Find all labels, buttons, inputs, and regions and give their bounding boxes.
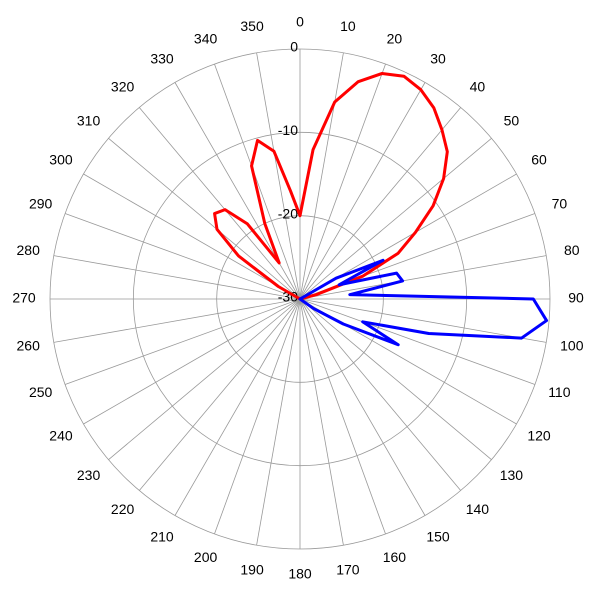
angle-tick-label: 200 (194, 549, 218, 565)
angle-tick-label: 90 (568, 290, 584, 306)
angle-tick-label: 110 (548, 384, 571, 400)
angle-tick-label: 290 (29, 195, 53, 211)
angle-tick-label: 120 (527, 428, 551, 444)
grid-spoke (83, 173, 301, 300)
angle-tick-label: 30 (430, 51, 446, 67)
angle-tick-label: 160 (383, 549, 407, 565)
angle-tick-label: 190 (240, 562, 264, 578)
radial-tick-label: -20 (278, 205, 298, 221)
angle-tick-label: 230 (77, 467, 101, 483)
angle-tick-label: 60 (531, 152, 547, 168)
angle-tick-label: 140 (466, 501, 490, 517)
grid-spoke (299, 298, 344, 546)
grid-spoke (214, 298, 301, 535)
angle-tick-label: 70 (552, 195, 568, 211)
grid-spoke (64, 213, 301, 300)
grid-spoke (138, 107, 301, 300)
grid-spoke (299, 137, 492, 300)
angle-tick-label: 300 (49, 152, 73, 168)
radial-tick-label: 0 (290, 39, 298, 55)
grid-spoke (64, 298, 301, 385)
grid-spoke (299, 298, 462, 491)
angle-tick-label: 250 (29, 384, 53, 400)
grid-spoke (53, 298, 301, 343)
angle-tick-label: 260 (17, 338, 41, 354)
radial-tick-label: -30 (278, 289, 298, 305)
grid-spoke (214, 63, 301, 300)
angle-tick-label: 240 (49, 428, 73, 444)
angle-tick-label: 320 (111, 78, 135, 94)
grid-spoke (53, 255, 301, 300)
angle-tick-label: 10 (340, 18, 356, 34)
radial-tick-label: -10 (278, 122, 298, 138)
grid-spoke (138, 298, 301, 491)
angle-tick-label: 130 (500, 467, 524, 483)
angle-tick-label: 210 (150, 529, 174, 545)
grid-spoke (83, 298, 301, 425)
angle-tick-label: 270 (12, 290, 36, 306)
grid-spoke (108, 137, 301, 300)
angle-tick-label: 310 (77, 112, 101, 128)
angle-tick-label: 220 (111, 501, 135, 517)
angle-tick-label: 40 (470, 78, 486, 94)
angle-tick-label: 340 (194, 30, 218, 46)
angle-tick-label: 150 (426, 529, 450, 545)
grid-spoke (299, 298, 536, 385)
angle-tick-label: 0 (296, 14, 304, 30)
grid-spoke (256, 298, 301, 546)
grid-spoke (299, 82, 426, 300)
grid-spoke (299, 298, 386, 535)
grid-spoke (299, 52, 344, 300)
grid-spoke (299, 298, 547, 343)
grid-spoke (174, 298, 301, 516)
grid-spoke (299, 63, 386, 300)
series-line (213, 71, 449, 301)
grid-spoke (256, 52, 301, 300)
angle-tick-label: 350 (240, 18, 264, 34)
angle-tick-label: 170 (336, 562, 360, 578)
angle-tick-label: 100 (560, 338, 584, 354)
angle-tick-label: 20 (387, 30, 403, 46)
series-line (298, 258, 549, 347)
angle-tick-label: 180 (288, 566, 312, 582)
grid-spoke (299, 107, 462, 300)
grid-spoke (108, 298, 301, 461)
grid-spoke (299, 298, 426, 516)
grid-spoke (299, 255, 547, 300)
angle-tick-label: 330 (150, 51, 174, 67)
angle-tick-label: 80 (564, 242, 580, 258)
grid-spoke (299, 298, 492, 461)
angle-tick-label: 50 (504, 112, 520, 128)
angle-tick-label: 280 (17, 242, 41, 258)
